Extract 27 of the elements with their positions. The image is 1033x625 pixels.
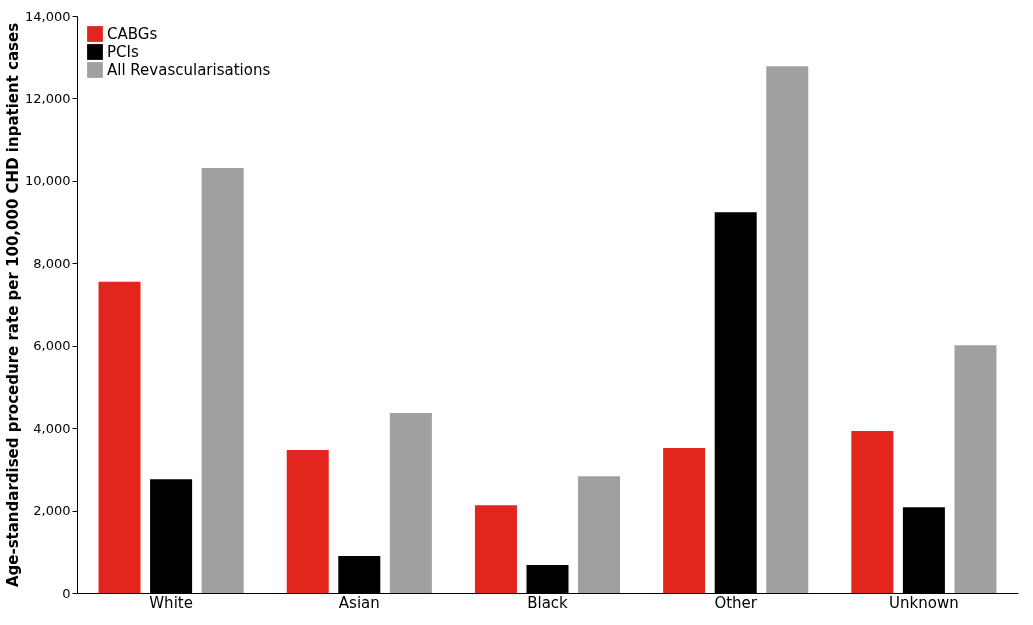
x-tick-label: White <box>149 593 193 612</box>
y-axis-title: Age-standardised procedure rate per 100,000 CHD inpatient cases <box>4 22 23 588</box>
bar <box>954 345 997 593</box>
y-tick-label: 8,000 <box>33 255 71 271</box>
bar <box>286 449 329 593</box>
x-tick-label: Other <box>714 593 758 612</box>
x-tick-label: Unknown <box>889 593 959 612</box>
bar <box>201 168 244 593</box>
legend-label: PCIs <box>107 43 139 61</box>
x-tick-label: Asian <box>338 593 380 612</box>
y-tick-label: 2,000 <box>33 503 71 519</box>
bar <box>851 431 894 593</box>
y-tick-label: 0 <box>62 585 71 601</box>
y-tick-label: 14,000 <box>25 8 71 24</box>
bar <box>474 505 517 593</box>
bar <box>578 476 621 593</box>
bar <box>663 447 706 593</box>
y-tick-label: 4,000 <box>33 420 71 436</box>
legend-label: CABGs <box>107 25 158 43</box>
legend-label: All Revascularisations <box>107 61 271 79</box>
y-tick-label: 12,000 <box>25 90 71 106</box>
y-tick-label: 10,000 <box>25 173 71 189</box>
bar <box>766 66 809 593</box>
y-tick-label: 6,000 <box>33 338 71 354</box>
bar <box>389 412 432 593</box>
bar <box>98 281 141 593</box>
x-tick-label: Black <box>527 593 569 612</box>
